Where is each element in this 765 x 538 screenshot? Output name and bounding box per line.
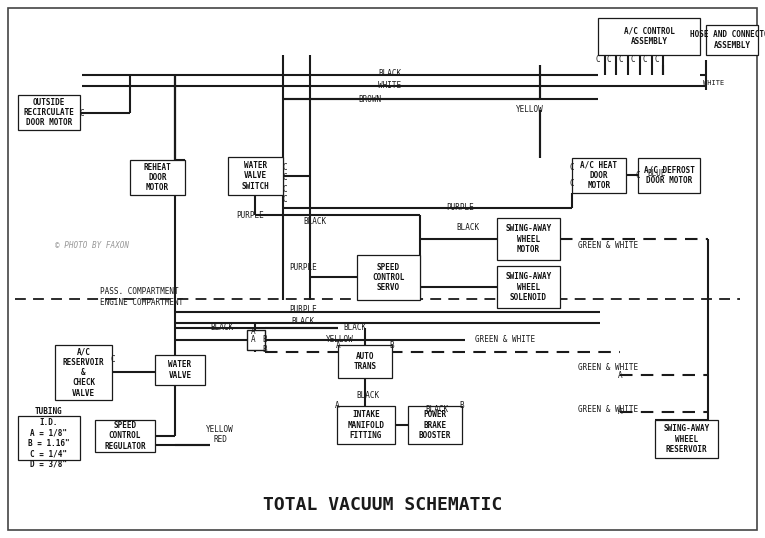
Text: B: B xyxy=(262,345,267,355)
Text: SWING-AWAY
WHEEL
MOTOR: SWING-AWAY WHEEL MOTOR xyxy=(506,224,552,254)
Text: ENGINE COMPARTMENT: ENGINE COMPARTMENT xyxy=(100,298,184,307)
Text: C: C xyxy=(283,162,288,172)
Text: YELLOW: YELLOW xyxy=(326,336,354,344)
Text: PURPLE: PURPLE xyxy=(446,203,474,213)
Text: INTAKE
MANIFOLD
FITTING: INTAKE MANIFOLD FITTING xyxy=(347,410,385,440)
Text: BLACK: BLACK xyxy=(304,217,327,226)
Bar xyxy=(55,345,112,400)
Text: HOSE AND CONNECTOR
ASSEMBLY: HOSE AND CONNECTOR ASSEMBLY xyxy=(690,30,765,49)
Text: GREEN & WHITE: GREEN & WHITE xyxy=(578,363,638,372)
Text: YELLOW: YELLOW xyxy=(206,424,234,434)
Text: C: C xyxy=(111,356,116,365)
Text: SPEED
CONTROL
REGULATOR: SPEED CONTROL REGULATOR xyxy=(104,421,146,451)
Text: A: A xyxy=(251,336,256,344)
Text: B: B xyxy=(262,336,267,344)
Text: A: A xyxy=(334,401,340,410)
Text: BLACK: BLACK xyxy=(356,391,379,400)
Text: SPEED
CONTROL
SERVO: SPEED CONTROL SERVO xyxy=(373,263,405,292)
Text: TUBING
I.D.
A = 1/8"
B = 1.16"
C = 1/4"
D = 3/8": TUBING I.D. A = 1/8" B = 1.16" C = 1/4" … xyxy=(28,407,70,469)
Text: C: C xyxy=(283,195,288,203)
Text: C: C xyxy=(630,55,635,65)
Text: GREEN & WHITE: GREEN & WHITE xyxy=(475,336,535,344)
Text: SWING-AWAY
WHEEL
SOLENOID: SWING-AWAY WHEEL SOLENOID xyxy=(506,272,552,302)
Text: A/C CONTROL
ASSEMBLY: A/C CONTROL ASSEMBLY xyxy=(623,27,675,46)
Text: A/C HEAT
DOOR
MOTOR: A/C HEAT DOOR MOTOR xyxy=(581,161,617,190)
Bar xyxy=(357,255,420,300)
Bar xyxy=(497,266,560,308)
Text: BLACK: BLACK xyxy=(210,323,233,332)
Text: RED: RED xyxy=(213,435,227,444)
Bar xyxy=(655,420,718,458)
Text: B: B xyxy=(460,401,464,410)
Text: A: A xyxy=(617,371,622,379)
Text: A/C DEFROST
DOOR MOTOR: A/C DEFROST DOOR MOTOR xyxy=(643,166,695,185)
Text: REHEAT
DOOR
MOTOR: REHEAT DOOR MOTOR xyxy=(144,162,171,193)
Bar xyxy=(338,345,392,378)
Text: C: C xyxy=(655,55,659,65)
Text: PURPLE: PURPLE xyxy=(289,264,317,273)
Bar xyxy=(706,25,758,55)
Bar xyxy=(572,158,626,193)
Text: C: C xyxy=(643,55,647,65)
Text: PASS. COMPARTMENT: PASS. COMPARTMENT xyxy=(100,287,178,296)
Text: PURPLE: PURPLE xyxy=(289,306,317,315)
Bar xyxy=(598,18,700,55)
Text: A/C
RESERVOIR
&
CHECK
VALVE: A/C RESERVOIR & CHECK VALVE xyxy=(63,347,104,398)
Bar xyxy=(497,218,560,260)
Text: C: C xyxy=(283,185,288,194)
Bar xyxy=(18,416,80,460)
Text: C: C xyxy=(80,109,84,117)
Bar xyxy=(247,330,265,350)
Text: A: A xyxy=(336,341,340,350)
Text: B: B xyxy=(389,341,394,350)
Text: C: C xyxy=(607,55,611,65)
Text: TOTAL VACUUM SCHEMATIC: TOTAL VACUUM SCHEMATIC xyxy=(263,496,502,514)
Bar xyxy=(155,355,205,385)
Text: BLACK: BLACK xyxy=(457,223,480,231)
Text: WATER
VALVE: WATER VALVE xyxy=(168,360,191,380)
Text: WHITE: WHITE xyxy=(703,80,724,86)
Text: AUTO
TRANS: AUTO TRANS xyxy=(353,352,376,371)
Text: GREEN & WHITE: GREEN & WHITE xyxy=(578,242,638,251)
Text: C: C xyxy=(619,55,623,65)
Text: © PHOTO BY FAXON: © PHOTO BY FAXON xyxy=(55,241,129,250)
Bar xyxy=(130,160,185,195)
Bar xyxy=(228,157,283,195)
Bar xyxy=(337,406,395,444)
Text: C: C xyxy=(636,171,640,180)
Bar xyxy=(95,420,155,452)
Text: WATER
VALVE
SWITCH: WATER VALVE SWITCH xyxy=(242,161,269,191)
Bar xyxy=(408,406,462,444)
Text: A: A xyxy=(617,407,622,416)
Text: BROWN: BROWN xyxy=(359,95,382,103)
Text: OUTSIDE
RECIRCULATE
DOOR MOTOR: OUTSIDE RECIRCULATE DOOR MOTOR xyxy=(24,97,74,128)
Text: POWER
BRAKE
BOOSTER: POWER BRAKE BOOSTER xyxy=(418,410,451,440)
Text: C: C xyxy=(283,173,288,181)
Text: BLACK: BLACK xyxy=(291,317,314,327)
Bar xyxy=(638,158,700,193)
Text: A: A xyxy=(251,328,256,336)
Text: PURPLE: PURPLE xyxy=(236,210,264,220)
Text: BLACK: BLACK xyxy=(425,406,448,414)
Text: GREEN & WHITE: GREEN & WHITE xyxy=(578,406,638,414)
Text: SWING-AWAY
WHEEL
RESERVOIR: SWING-AWAY WHEEL RESERVOIR xyxy=(663,424,710,454)
Text: BLUE: BLUE xyxy=(648,169,666,179)
Text: C: C xyxy=(570,179,575,188)
Text: YELLOW: YELLOW xyxy=(516,104,544,114)
Text: WHITE: WHITE xyxy=(379,81,402,90)
Text: C: C xyxy=(570,164,575,173)
Text: BLACK: BLACK xyxy=(379,68,402,77)
Bar xyxy=(18,95,80,130)
Text: BLACK: BLACK xyxy=(343,323,366,332)
Text: C: C xyxy=(596,55,601,65)
